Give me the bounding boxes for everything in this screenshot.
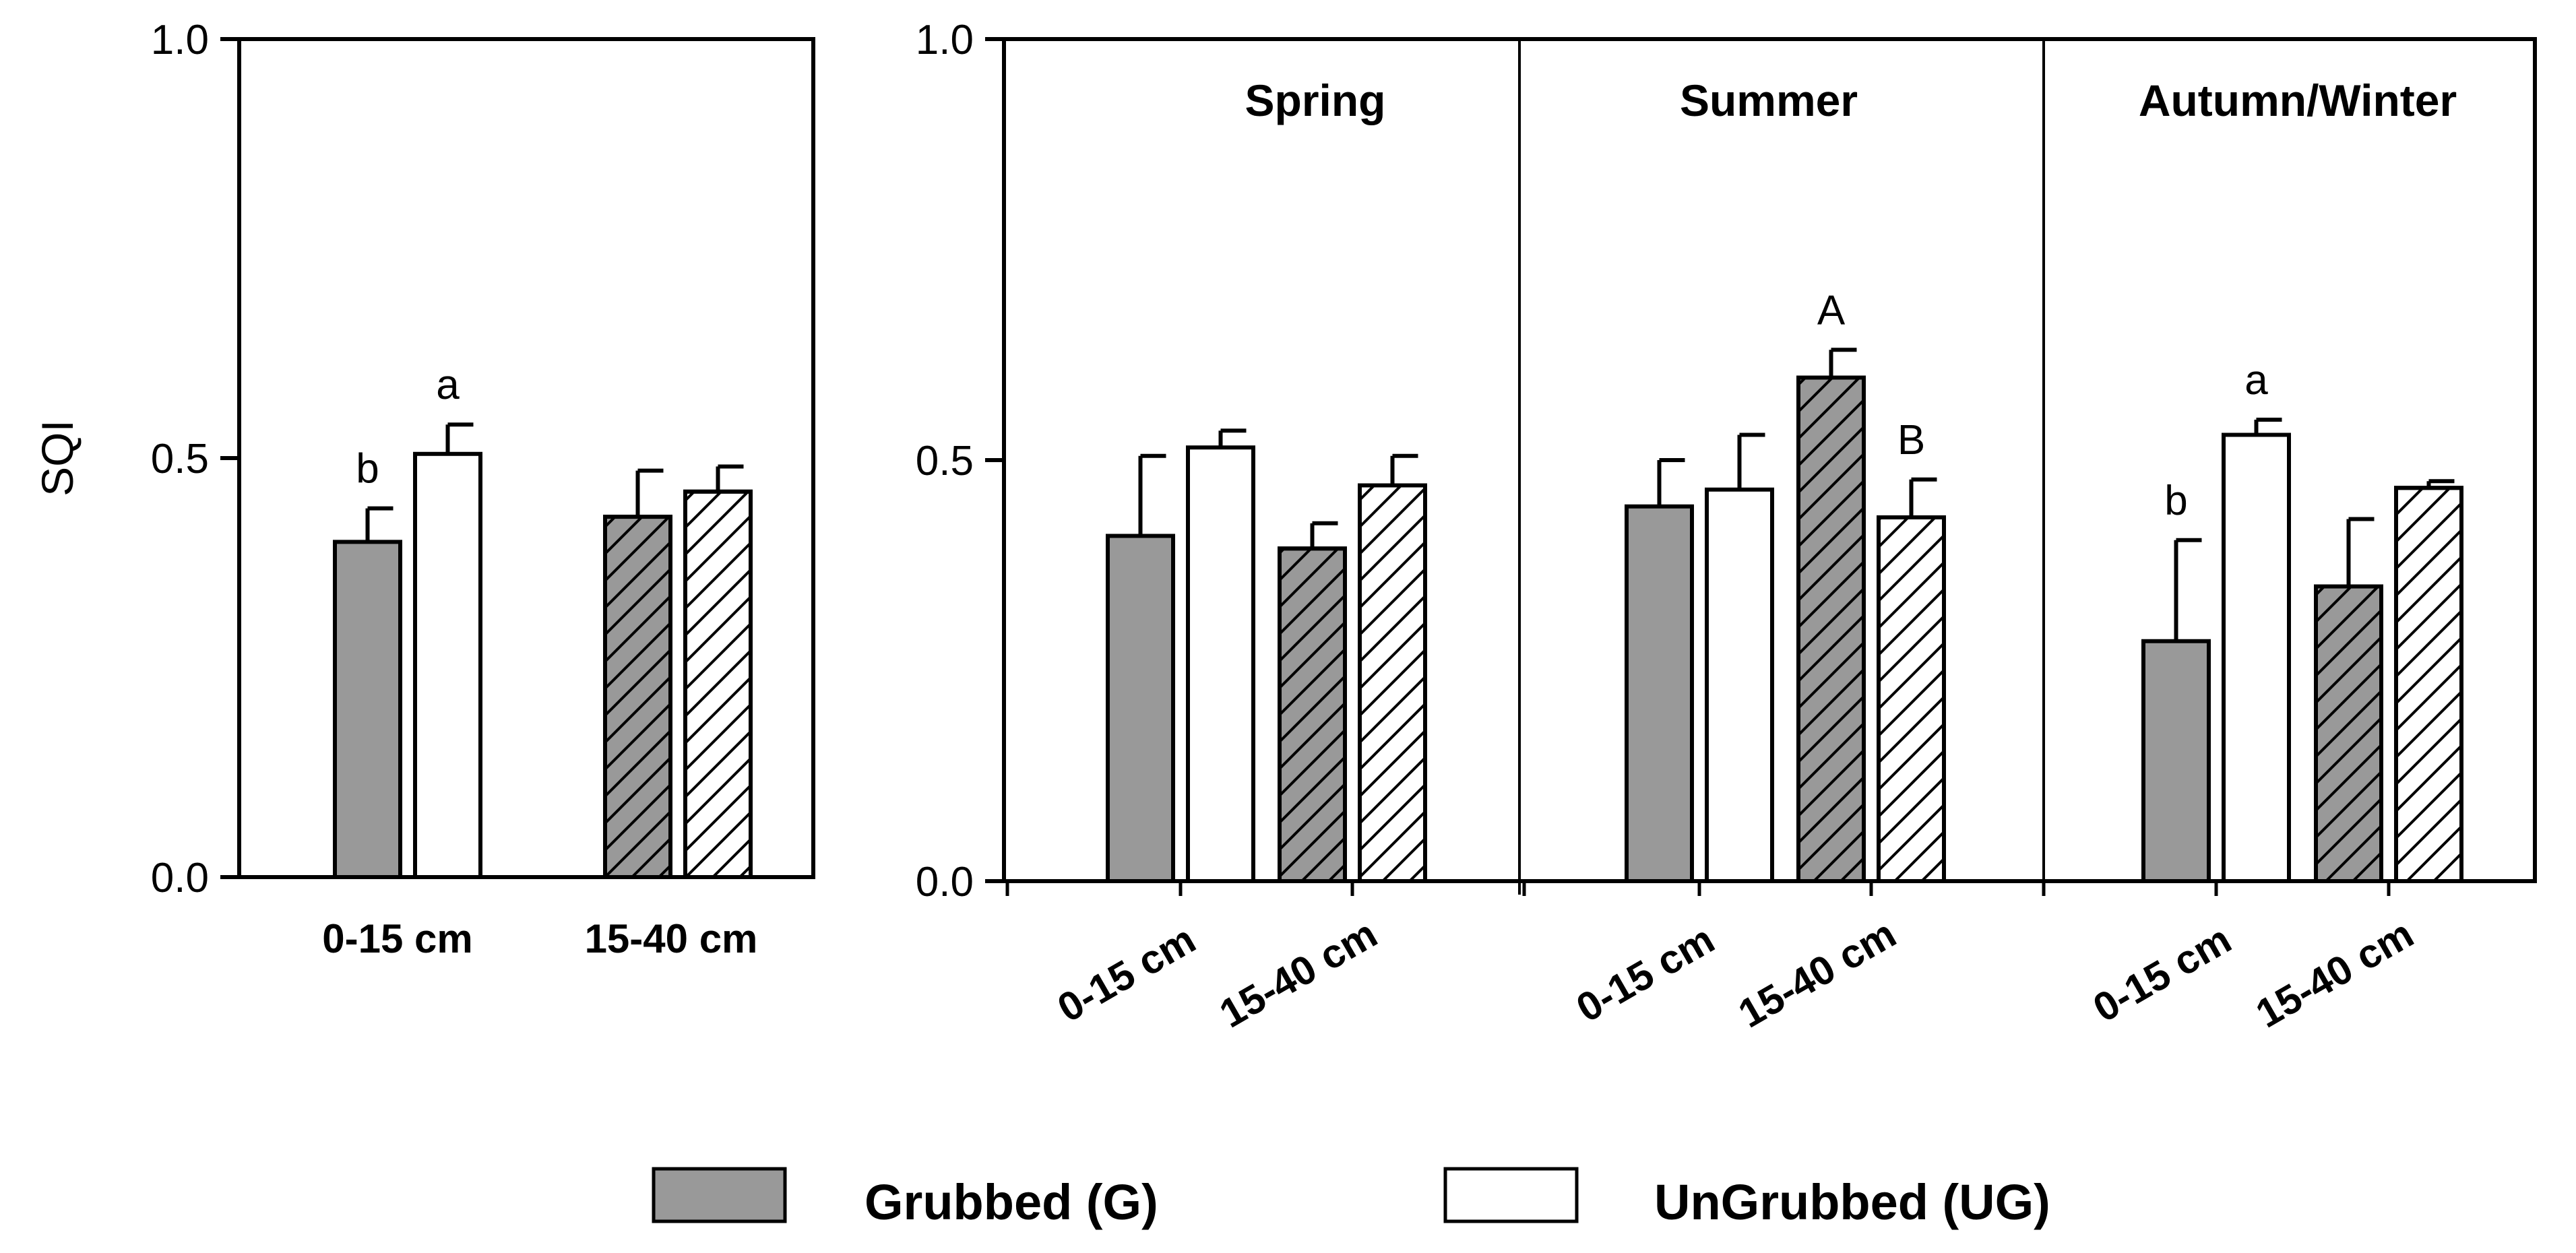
bar: [1186, 445, 1255, 883]
bar: [1106, 534, 1175, 883]
legend-label: Grubbed (G): [865, 1174, 1158, 1230]
x-category-label: 15-40 cm: [1212, 911, 1385, 1036]
x-category-label: 15-40 cm: [2249, 911, 2421, 1036]
bar: [413, 451, 482, 879]
legend-swatch: [1443, 1167, 1579, 1223]
significance-letter: b: [2164, 478, 2187, 524]
significance-letter: a: [436, 362, 460, 408]
y-tick-label: 0.0: [151, 855, 209, 901]
bar-hatch: [603, 515, 672, 879]
y-tick-label: 0.0: [916, 859, 974, 905]
bar-hatch: [2314, 584, 2383, 883]
x-category-label: 0-15 cm: [322, 916, 472, 961]
bar: [1625, 504, 1694, 883]
x-category-label: 0-15 cm: [2085, 916, 2238, 1031]
bar-hatch: [1358, 483, 1427, 883]
y-tick-label: 0.5: [151, 436, 209, 482]
significance-letter: A: [1817, 287, 1846, 333]
season-title: Autumn/Winter: [2139, 75, 2457, 125]
bar-hatch: [1278, 546, 1347, 883]
x-category-label: 0-15 cm: [1050, 916, 1203, 1031]
legend-label: UnGrubbed (UG): [1654, 1174, 2050, 1230]
bar: [333, 540, 402, 880]
bar-hatch: [2394, 486, 2463, 883]
bar: [2222, 432, 2291, 883]
y-tick-label: 1.0: [151, 17, 209, 63]
bar-hatch: [1877, 515, 1946, 883]
bar: [1705, 487, 1774, 883]
significance-letter: b: [356, 446, 379, 492]
bar-hatch: [1796, 375, 1866, 883]
significance-letter: B: [1897, 417, 1925, 463]
x-category-label: 15-40 cm: [585, 916, 758, 961]
bar-hatch: [683, 489, 753, 879]
x-category-label: 0-15 cm: [1569, 916, 1722, 1031]
legend-swatch: [652, 1167, 787, 1223]
bar: [2141, 639, 2211, 883]
season-title: Summer: [1680, 75, 1858, 125]
y-tick-label: 1.0: [916, 17, 974, 63]
y-axis-label: SQI: [32, 420, 82, 496]
season-title: Spring: [1245, 75, 1386, 125]
x-category-label: 15-40 cm: [1731, 911, 1904, 1036]
y-tick-label: 0.5: [916, 438, 974, 484]
significance-letter: a: [2244, 357, 2268, 404]
